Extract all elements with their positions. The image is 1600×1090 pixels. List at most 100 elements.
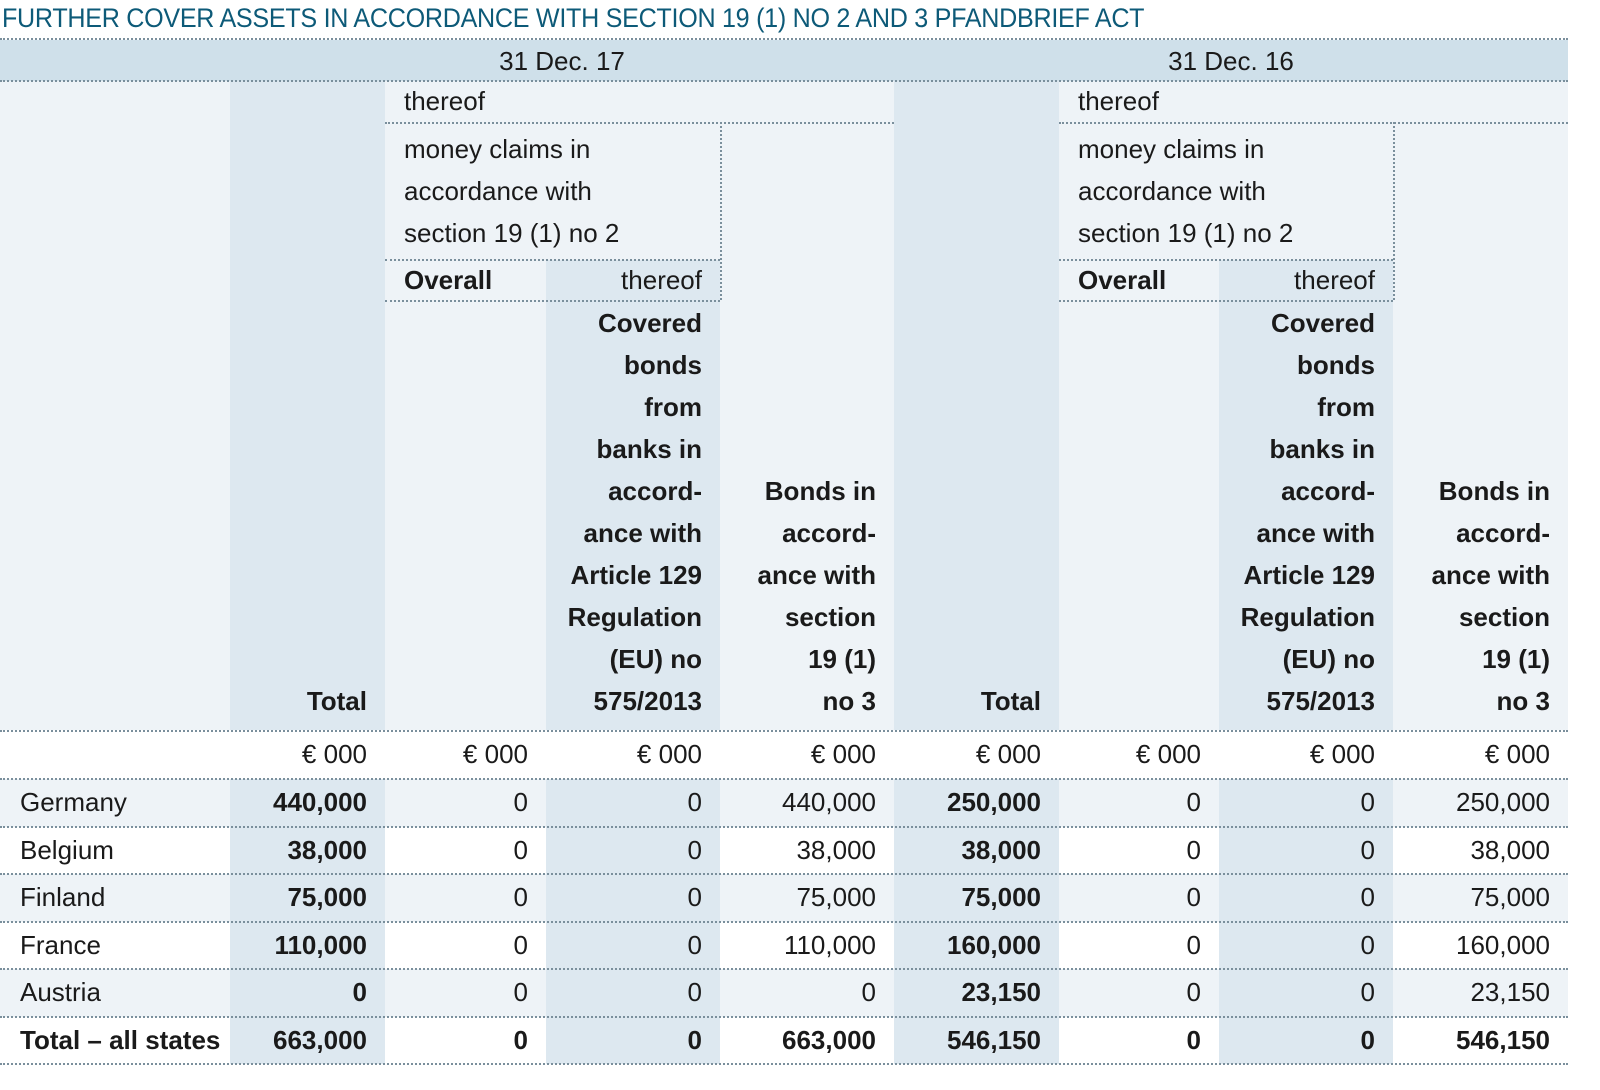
covered-bonds-label: (EU) no <box>609 644 702 674</box>
row-shaded-cell <box>894 921 1059 969</box>
value-cell: 38,000 <box>961 834 1041 865</box>
divider <box>1059 300 1393 302</box>
value-cell: 0 <box>1360 1024 1375 1055</box>
value-cell: 38,000 <box>796 834 876 865</box>
bonds-no3-label: Bonds in <box>1438 476 1550 506</box>
money-claims-label: section 19 (1) no 2 <box>1078 218 1294 248</box>
value-cell: 440,000 <box>782 787 876 817</box>
value-cell: 0 <box>1186 834 1201 865</box>
covered-bonds-label: from <box>1317 392 1375 422</box>
units-row-bg <box>0 731 1568 778</box>
unit-label: € 000 <box>810 739 876 769</box>
covered-bonds-label: bonds <box>1297 350 1375 380</box>
value-cell: 0 <box>687 787 702 817</box>
unit-label: € 000 <box>975 739 1041 769</box>
covered-bonds-label: from <box>644 392 702 422</box>
divider <box>1393 122 1395 300</box>
unit-label: € 000 <box>1484 739 1550 769</box>
covered-bonds-label: bonds <box>624 350 702 380</box>
value-cell: 0 <box>687 882 702 912</box>
divider <box>0 873 1568 875</box>
covered-bonds-label: ance with <box>1256 518 1375 548</box>
value-cell: 23,150 <box>1470 977 1550 1007</box>
value-cell: 0 <box>687 834 702 865</box>
bonds-no3-label: accord- <box>782 518 876 548</box>
value-cell: 0 <box>687 1024 702 1055</box>
thereof-sub-label: thereof <box>621 265 702 295</box>
money-claims-label: money claims in <box>1078 134 1265 164</box>
period-date: 31 Dec. 17 <box>499 46 625 76</box>
covered-bonds-label: 575/2013 <box>593 686 702 716</box>
header-shaded-col <box>230 81 385 730</box>
value-cell: 0 <box>1360 929 1375 960</box>
country-label: Belgium <box>20 834 114 865</box>
value-cell: 23,150 <box>961 977 1041 1007</box>
value-cell: 0 <box>1360 977 1375 1007</box>
covered-bonds-label: Covered <box>1270 308 1375 338</box>
money-claims-label: money claims in <box>404 134 591 164</box>
bonds-no3-label: Bonds in <box>764 476 876 506</box>
bonds-no3-label: ance with <box>757 560 876 590</box>
row-shaded-cell <box>894 969 1059 1017</box>
row-shaded-cell <box>546 1016 720 1064</box>
unit-label: € 000 <box>1309 739 1375 769</box>
row-shaded-cell <box>546 874 720 922</box>
bonds-no3-label: 19 (1) <box>1482 644 1550 674</box>
value-cell: 663,000 <box>782 1024 876 1055</box>
table-title: FURTHER COVER ASSETS IN ACCORDANCE WITH … <box>2 3 1145 33</box>
header-shaded-col <box>894 81 1059 730</box>
covered-bonds-label: Regulation <box>567 602 702 632</box>
bonds-no3-label: no 3 <box>1496 686 1550 716</box>
divider <box>0 968 1568 970</box>
divider <box>0 1015 1568 1018</box>
covered-bonds-label: Article 129 <box>570 560 702 590</box>
value-cell: 0 <box>513 787 528 817</box>
divider <box>0 80 1568 82</box>
country-label: Austria <box>20 977 101 1007</box>
bonds-no3-label: ance with <box>1431 560 1550 590</box>
value-cell: 110,000 <box>783 929 876 960</box>
thereof-label: thereof <box>404 86 485 116</box>
row-shaded-cell <box>894 874 1059 922</box>
covered-bonds-label: banks in <box>596 434 702 464</box>
covered-bonds-label: Regulation <box>1240 602 1375 632</box>
covered-bonds-label: accord- <box>1281 476 1375 506</box>
bonds-no3-label: 19 (1) <box>808 644 876 674</box>
bonds-no3-label: no 3 <box>822 686 876 716</box>
value-cell: 0 <box>513 1024 528 1055</box>
overall-label: Overall <box>1078 265 1167 295</box>
value-cell: 0 <box>513 977 528 1007</box>
overall-label: Overall <box>404 265 493 295</box>
row-shaded-cell <box>546 779 720 827</box>
country-label: Finland <box>20 882 106 912</box>
covered-bonds-label: accord- <box>608 476 702 506</box>
value-cell: 75,000 <box>287 882 367 912</box>
row-shaded-cell <box>230 921 385 969</box>
value-cell: 0 <box>1360 787 1375 817</box>
value-cell: 0 <box>513 929 528 960</box>
value-cell: 0 <box>1186 882 1201 912</box>
row-shaded-cell <box>230 969 385 1017</box>
thereof-label: thereof <box>1078 86 1159 116</box>
bonds-no3-label: section <box>1458 602 1550 632</box>
row-shaded-cell <box>230 779 385 827</box>
value-cell: 440,000 <box>273 787 367 817</box>
value-cell: 0 <box>352 977 367 1007</box>
value-cell: 160,000 <box>1456 929 1550 960</box>
value-cell: 0 <box>687 977 702 1007</box>
money-claims-label: accordance with <box>1078 176 1266 206</box>
value-cell: 250,000 <box>947 787 1041 817</box>
total-row-label: Total – all states <box>20 1024 221 1055</box>
date-band <box>0 40 1568 81</box>
row-shaded-cell <box>546 969 720 1017</box>
thereof-sub-label: thereof <box>1294 265 1375 295</box>
value-cell: 546,150 <box>947 1024 1041 1055</box>
divider <box>1059 259 1393 261</box>
row-shaded-cell <box>894 826 1059 874</box>
value-cell: 250,000 <box>1456 787 1550 817</box>
value-cell: 160,000 <box>947 929 1041 960</box>
bonds-no3-label: accord- <box>1456 518 1550 548</box>
total-label: Total <box>980 686 1041 716</box>
row-shaded-cell <box>1219 874 1393 922</box>
value-cell: 75,000 <box>961 882 1041 912</box>
